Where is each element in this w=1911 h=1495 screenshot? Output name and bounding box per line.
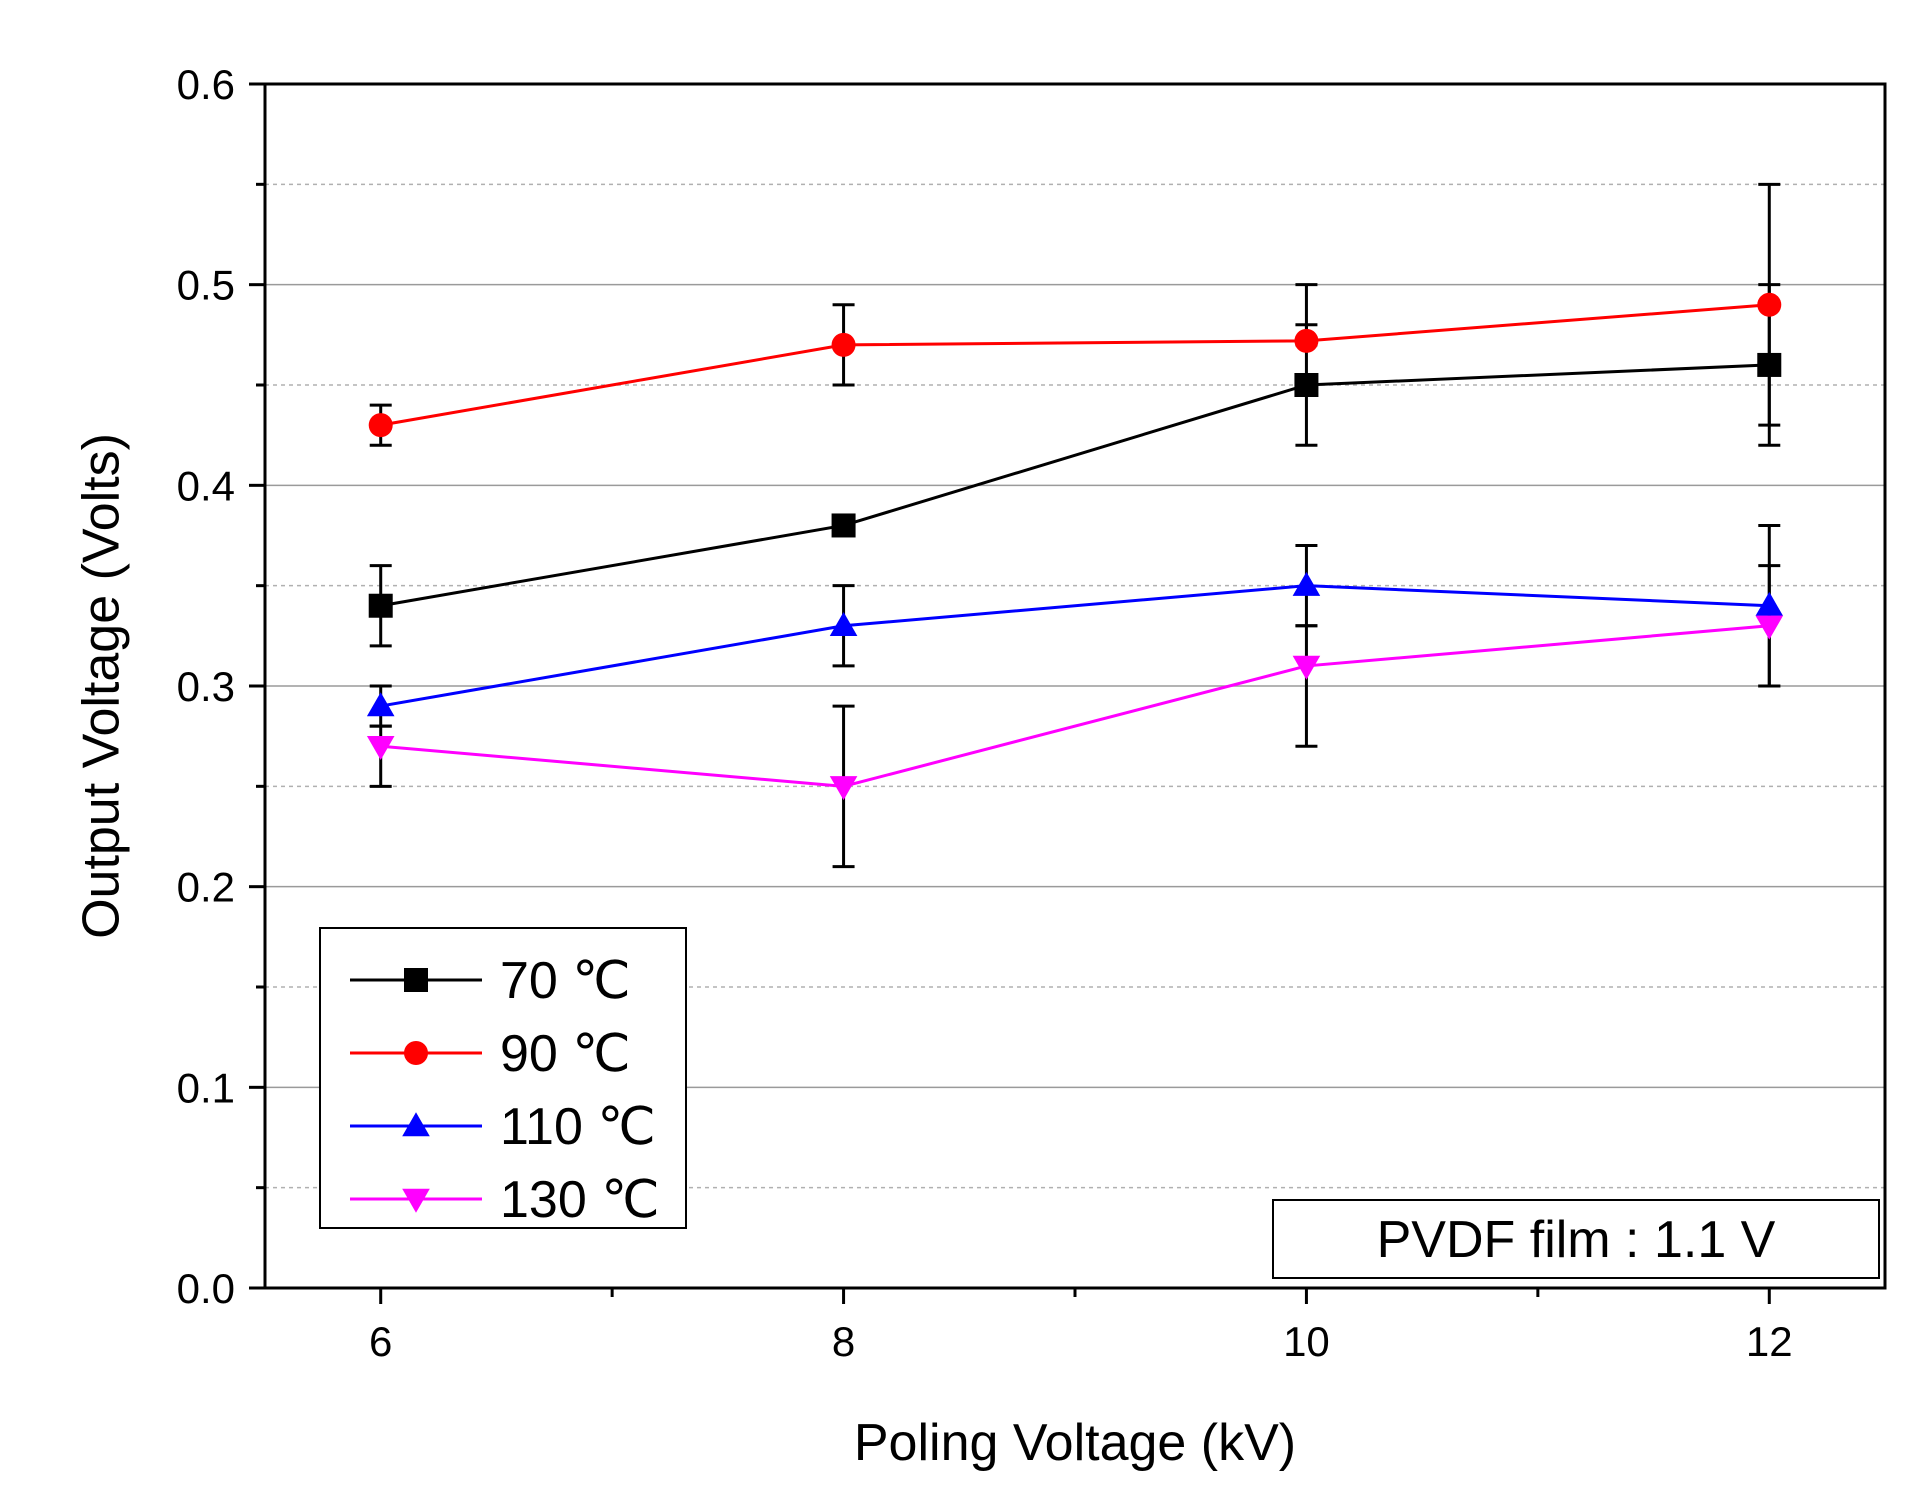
series-1-point	[1294, 328, 1319, 353]
series-3-point	[829, 776, 858, 801]
legend-marker	[404, 968, 428, 992]
y-tick-label: 0.3	[177, 663, 235, 710]
legend-label: 110 ℃	[500, 1098, 656, 1156]
legend: 70 ℃ 90 ℃ 110 ℃ 130 ℃	[319, 927, 687, 1229]
y-tick-label: 0.6	[177, 61, 235, 108]
series-3-point	[1755, 615, 1784, 640]
legend-item-2: 110 ℃	[350, 1098, 656, 1156]
series-0-point	[831, 513, 856, 538]
axis-tick-labels: 6 8 10 12 0.0 0.1 0.2 0.3 0.4 0.5 0.6	[177, 61, 1793, 1365]
series-1-point	[831, 332, 856, 357]
series-3-point	[366, 736, 395, 760]
series-1-point	[1757, 292, 1782, 317]
series-2-line	[380, 584, 1770, 708]
annotation-box: PVDF film : 1.1 V	[1272, 1199, 1880, 1279]
series-3-line	[380, 624, 1770, 788]
y-tick-label: 0.2	[177, 864, 235, 911]
legend-marker	[402, 1112, 430, 1137]
error-bars	[369, 182, 1781, 869]
series-0-point	[1294, 373, 1319, 397]
x-tick-label: 8	[832, 1318, 855, 1365]
series-0-point	[368, 593, 393, 618]
series-lines	[380, 303, 1770, 788]
series-2-point	[366, 692, 395, 717]
legend-label: 90 ℃	[500, 1025, 631, 1083]
y-tick-label: 0.5	[177, 262, 235, 309]
series-0-line	[380, 363, 1770, 608]
grid	[265, 183, 1885, 1189]
legend-label: 70 ℃	[500, 952, 631, 1010]
legend-item-0: 70 ℃	[350, 952, 631, 1010]
series-1-point	[368, 413, 393, 438]
series-3-point	[1292, 655, 1321, 680]
y-tick-label: 0.0	[177, 1265, 235, 1312]
legend-marker	[402, 1188, 430, 1213]
legend-item-3: 130 ℃	[350, 1171, 660, 1229]
legend-item-1: 90 ℃	[350, 1025, 631, 1083]
x-tick-label: 10	[1283, 1318, 1330, 1365]
x-tick-label: 6	[369, 1318, 392, 1365]
series-0-point	[1757, 352, 1782, 377]
y-axis-title: Output Voltage (Volts)	[73, 433, 131, 939]
annotation-frame	[1272, 1199, 1880, 1279]
legend-label: 130 ℃	[500, 1171, 660, 1229]
series-2-point	[829, 612, 858, 636]
series-2-point	[1292, 571, 1321, 596]
legend-marker	[404, 1041, 428, 1065]
x-axis-title: Poling Voltage (kV)	[854, 1414, 1296, 1472]
series-1-line	[380, 303, 1770, 427]
axis-ticks	[249, 82, 1771, 1304]
series-markers	[366, 292, 1784, 801]
annotation-text: PVDF film : 1.1 V	[1377, 1211, 1776, 1269]
series-2-point	[1755, 591, 1784, 616]
x-tick-label: 12	[1746, 1318, 1793, 1365]
legend-box	[319, 927, 687, 1229]
y-tick-label: 0.4	[177, 462, 235, 509]
y-tick-label: 0.1	[177, 1064, 235, 1111]
